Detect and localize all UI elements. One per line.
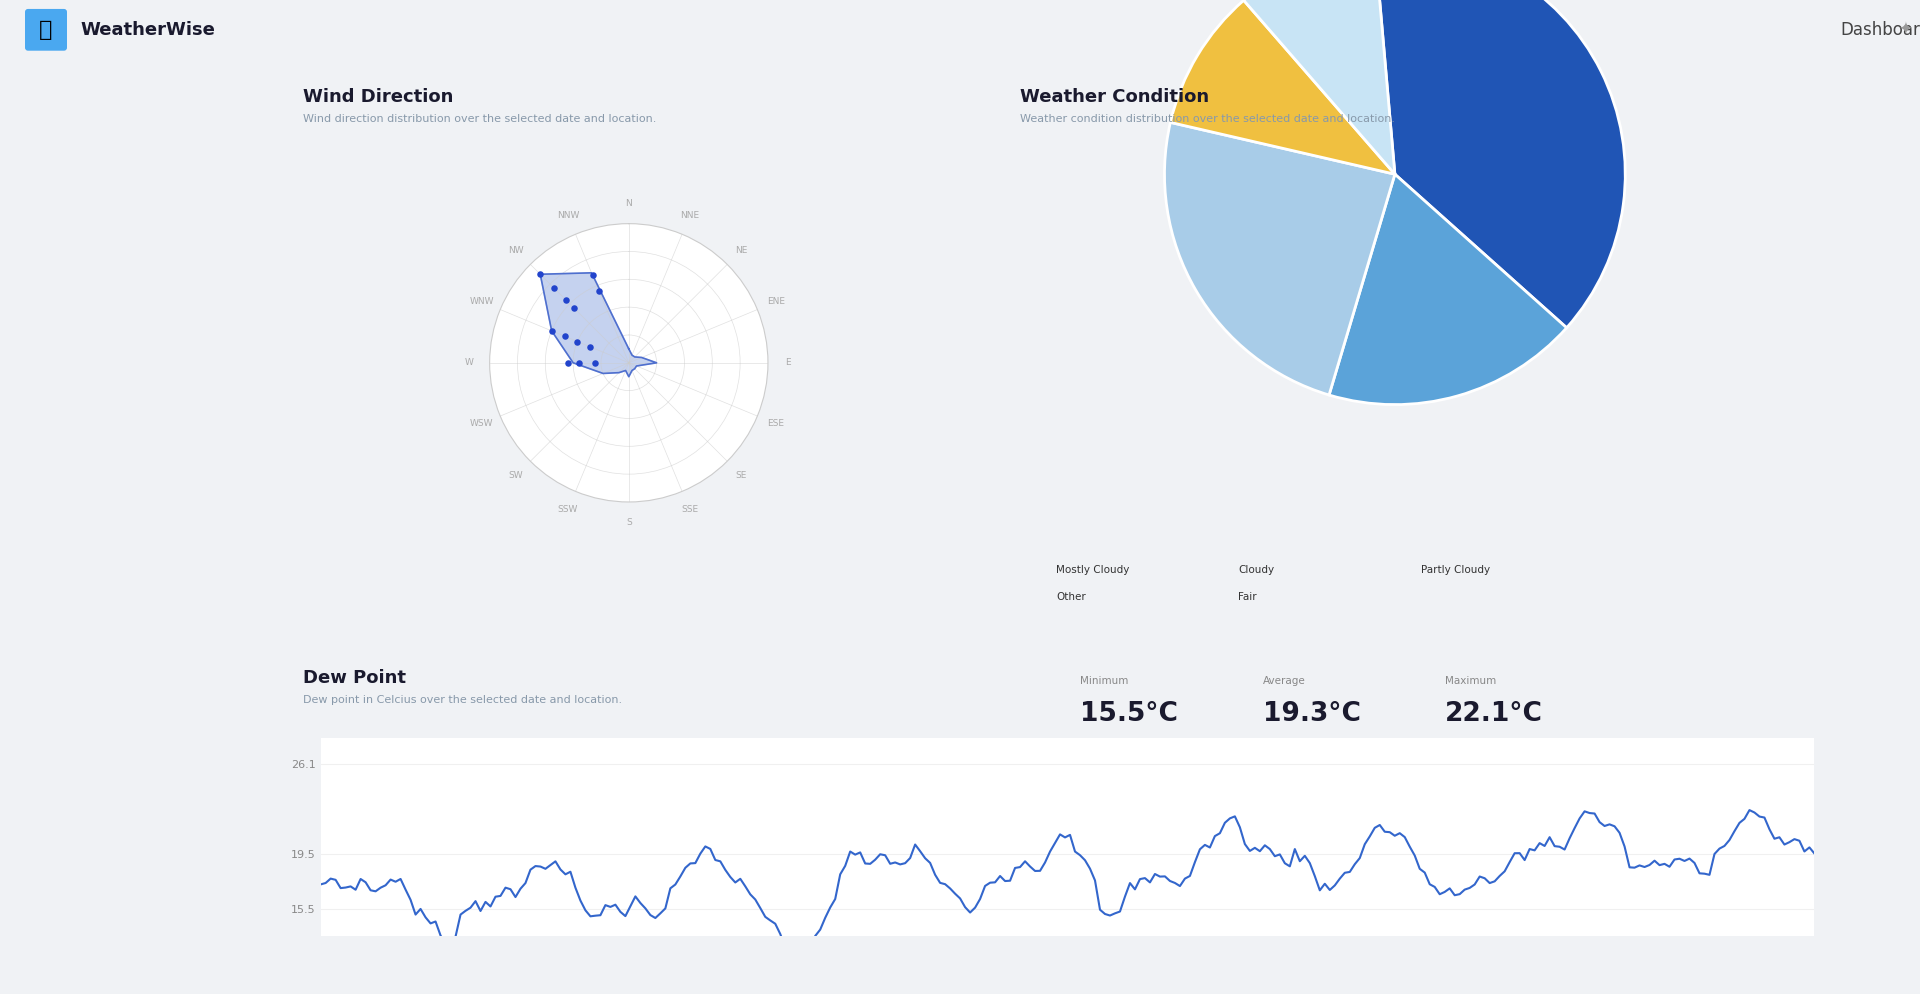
Text: WeatherWise: WeatherWise: [81, 21, 215, 39]
Text: Wind direction distribution over the selected date and location.: Wind direction distribution over the sel…: [303, 114, 657, 124]
Text: 19.3°C: 19.3°C: [1263, 701, 1361, 727]
Text: ✦: ✦: [1899, 21, 1912, 39]
Text: Average: Average: [1263, 676, 1306, 687]
Text: 15.5°C: 15.5°C: [1081, 701, 1179, 727]
Text: Partly Cloudy: Partly Cloudy: [1421, 565, 1490, 575]
FancyBboxPatch shape: [25, 9, 67, 51]
Wedge shape: [1375, 0, 1624, 328]
Point: [584, 283, 614, 299]
Text: Dew point in Celcius over the selected date and location.: Dew point in Celcius over the selected d…: [303, 695, 622, 705]
Point: [553, 355, 584, 371]
Point: [559, 300, 589, 316]
Polygon shape: [540, 272, 657, 377]
Wedge shape: [1244, 0, 1394, 174]
Wedge shape: [1329, 174, 1567, 405]
Wedge shape: [1171, 0, 1394, 174]
Text: 22.1°C: 22.1°C: [1446, 701, 1544, 727]
Point: [574, 339, 605, 355]
Point: [549, 328, 580, 344]
Point: [563, 334, 593, 350]
Point: [536, 323, 566, 339]
Text: Dashboard: Dashboard: [1839, 21, 1920, 39]
Point: [524, 266, 555, 282]
Text: Weather condition distribution over the selected date and location.: Weather condition distribution over the …: [1020, 114, 1394, 124]
Text: ⛅: ⛅: [38, 20, 52, 40]
Point: [540, 280, 570, 296]
Text: Weather Condition: Weather Condition: [1020, 88, 1210, 106]
Point: [551, 292, 582, 308]
Text: Maximum: Maximum: [1446, 676, 1496, 687]
Text: Minimum: Minimum: [1081, 676, 1129, 687]
Text: Wind Direction: Wind Direction: [303, 88, 453, 106]
Text: Mostly Cloudy: Mostly Cloudy: [1056, 565, 1129, 575]
Text: Cloudy: Cloudy: [1238, 565, 1275, 575]
Point: [578, 267, 609, 283]
Text: Dew Point: Dew Point: [303, 669, 407, 687]
Text: Fair: Fair: [1238, 592, 1258, 602]
Wedge shape: [1165, 122, 1394, 395]
Point: [580, 355, 611, 371]
Text: Other: Other: [1056, 592, 1085, 602]
Point: [563, 355, 593, 371]
